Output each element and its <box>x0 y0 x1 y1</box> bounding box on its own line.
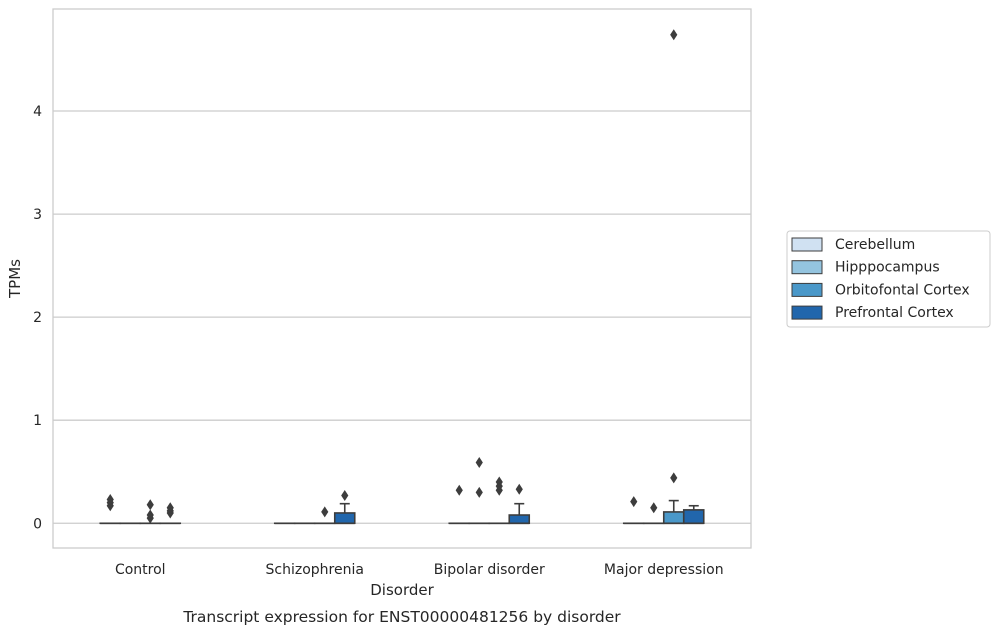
box-2-2 <box>488 476 511 525</box>
x-tick-labels: Control Schizophrenia Bipolar disorder Majo… <box>115 562 724 578</box>
box-1-2 <box>468 456 491 525</box>
y-axis-title: TPMs <box>6 259 24 299</box>
x-tick-label: Bipolar disorder <box>434 562 545 578</box>
outlier-point <box>650 502 658 514</box>
legend-label: Orbitofontal Cortex <box>835 282 970 298</box>
legend-label: Hipppocampus <box>835 260 940 276</box>
y-tick-label: 0 <box>33 516 42 532</box>
y-tick-labels: 0 1 2 3 4 <box>33 104 42 532</box>
legend-label: Prefrontal Cortex <box>835 305 954 321</box>
y-tick-label: 1 <box>33 413 42 429</box>
outlier-point <box>515 483 523 495</box>
x-tick-label: Major depression <box>604 562 724 578</box>
box-0-0 <box>99 494 122 525</box>
y-tick-label: 2 <box>33 310 42 326</box>
box-body <box>508 514 531 525</box>
outlier-point <box>475 486 483 498</box>
legend-label: Cerebellum <box>835 237 915 253</box>
grid-lines <box>53 110 751 524</box>
outlier-point <box>341 489 349 501</box>
box-body <box>682 509 705 525</box>
outlier-point <box>630 496 638 508</box>
box-2-3 <box>662 29 685 525</box>
x-tick-label: Schizophrenia <box>266 562 364 578</box>
box-body <box>333 512 356 525</box>
legend-frame <box>786 230 991 328</box>
outlier-point <box>146 509 154 521</box>
boxes <box>99 29 705 525</box>
outlier-point <box>166 502 174 514</box>
outlier-point <box>475 456 483 468</box>
legend-swatch <box>791 282 823 297</box>
box-3-3 <box>682 504 705 525</box>
box-1-3 <box>642 502 665 525</box>
plot-area-frame <box>52 8 752 549</box>
box-0-3 <box>622 496 645 525</box>
box-3-2 <box>508 483 531 525</box>
legend-swatch <box>791 237 823 252</box>
x-tick-label: Control <box>115 562 166 578</box>
box-3-1 <box>333 489 356 525</box>
legend: Cerebellum Hipppocampus Orbitofontal Corte… <box>786 230 991 328</box>
chart-caption: Transcript expression for ENST0000048125… <box>182 608 621 626</box>
box-2-1 <box>313 506 336 525</box>
outlier-point <box>495 476 503 488</box>
box-0-2 <box>448 484 471 525</box>
x-axis-title: Disorder <box>370 581 434 599</box>
outlier-point <box>670 29 678 41</box>
y-tick-label: 3 <box>33 207 42 223</box>
box-2-0 <box>139 499 162 525</box>
outlier-point <box>321 506 329 518</box>
legend-swatch <box>791 305 823 320</box>
outlier-point <box>106 494 114 506</box>
outlier-point <box>670 472 678 484</box>
y-tick-label: 4 <box>33 104 42 120</box>
box-body <box>662 511 685 525</box>
legend-swatch <box>791 260 823 275</box>
box-3-0 <box>159 502 182 525</box>
outlier-point <box>146 499 154 511</box>
outlier-point <box>455 484 463 496</box>
